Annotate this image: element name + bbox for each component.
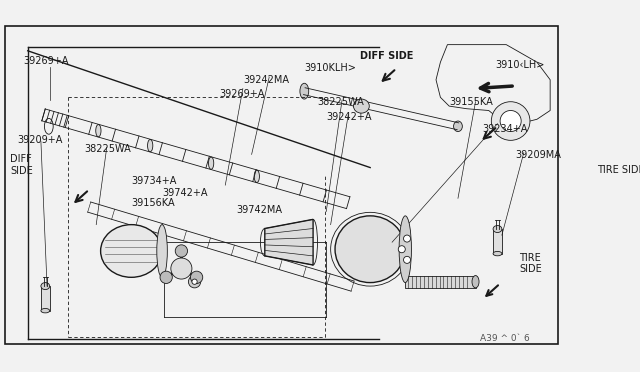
Text: 39742MA: 39742MA — [237, 205, 283, 215]
Polygon shape — [265, 219, 313, 265]
Circle shape — [398, 246, 405, 253]
Text: SIDE: SIDE — [10, 166, 33, 176]
Text: 39234+A: 39234+A — [483, 124, 528, 134]
Text: SIDE: SIDE — [520, 264, 542, 274]
Circle shape — [171, 258, 192, 279]
Circle shape — [500, 110, 521, 132]
Text: 39734+A: 39734+A — [131, 176, 177, 186]
Text: 38225WA: 38225WA — [317, 97, 364, 107]
Ellipse shape — [472, 276, 479, 288]
Ellipse shape — [399, 216, 412, 283]
Ellipse shape — [454, 121, 462, 132]
Text: 38225WA: 38225WA — [85, 144, 132, 154]
Bar — [405, 276, 476, 288]
Text: 3910‹LH>: 3910‹LH> — [495, 60, 544, 70]
Text: 39242MA: 39242MA — [243, 76, 289, 85]
Ellipse shape — [41, 308, 50, 313]
Text: 39742+A: 39742+A — [162, 188, 207, 198]
Ellipse shape — [96, 125, 101, 137]
Circle shape — [492, 102, 530, 140]
Text: DIFF: DIFF — [10, 154, 32, 164]
Bar — [493, 229, 502, 254]
Text: 39155KA: 39155KA — [449, 97, 493, 107]
Text: TIRE: TIRE — [520, 253, 541, 263]
Text: TIRE SIDE: TIRE SIDE — [596, 165, 640, 175]
Text: 39209MA: 39209MA — [515, 150, 561, 160]
Text: DIFF SIDE: DIFF SIDE — [360, 51, 413, 61]
Text: 3910KLH>: 3910KLH> — [304, 63, 356, 73]
Circle shape — [404, 235, 410, 242]
Ellipse shape — [493, 225, 502, 232]
Text: 39156KA: 39156KA — [131, 198, 175, 208]
Ellipse shape — [157, 225, 167, 277]
Ellipse shape — [353, 99, 369, 113]
Bar — [41, 286, 50, 311]
Ellipse shape — [300, 83, 308, 99]
Text: 39269+A: 39269+A — [219, 89, 264, 99]
Circle shape — [188, 276, 201, 288]
Circle shape — [404, 256, 410, 263]
Circle shape — [191, 271, 203, 283]
Ellipse shape — [335, 216, 405, 283]
Text: 39269+A: 39269+A — [23, 56, 68, 66]
Text: 39242+A: 39242+A — [326, 112, 372, 122]
Text: 39209+A: 39209+A — [17, 135, 63, 145]
Ellipse shape — [493, 251, 502, 256]
Text: A39 ^ 0` 6: A39 ^ 0` 6 — [480, 334, 530, 343]
Circle shape — [160, 271, 172, 283]
Ellipse shape — [254, 170, 259, 183]
Circle shape — [175, 245, 188, 257]
Ellipse shape — [148, 140, 153, 152]
Ellipse shape — [209, 157, 214, 169]
Ellipse shape — [100, 225, 162, 277]
Circle shape — [192, 279, 197, 284]
Ellipse shape — [41, 283, 50, 290]
